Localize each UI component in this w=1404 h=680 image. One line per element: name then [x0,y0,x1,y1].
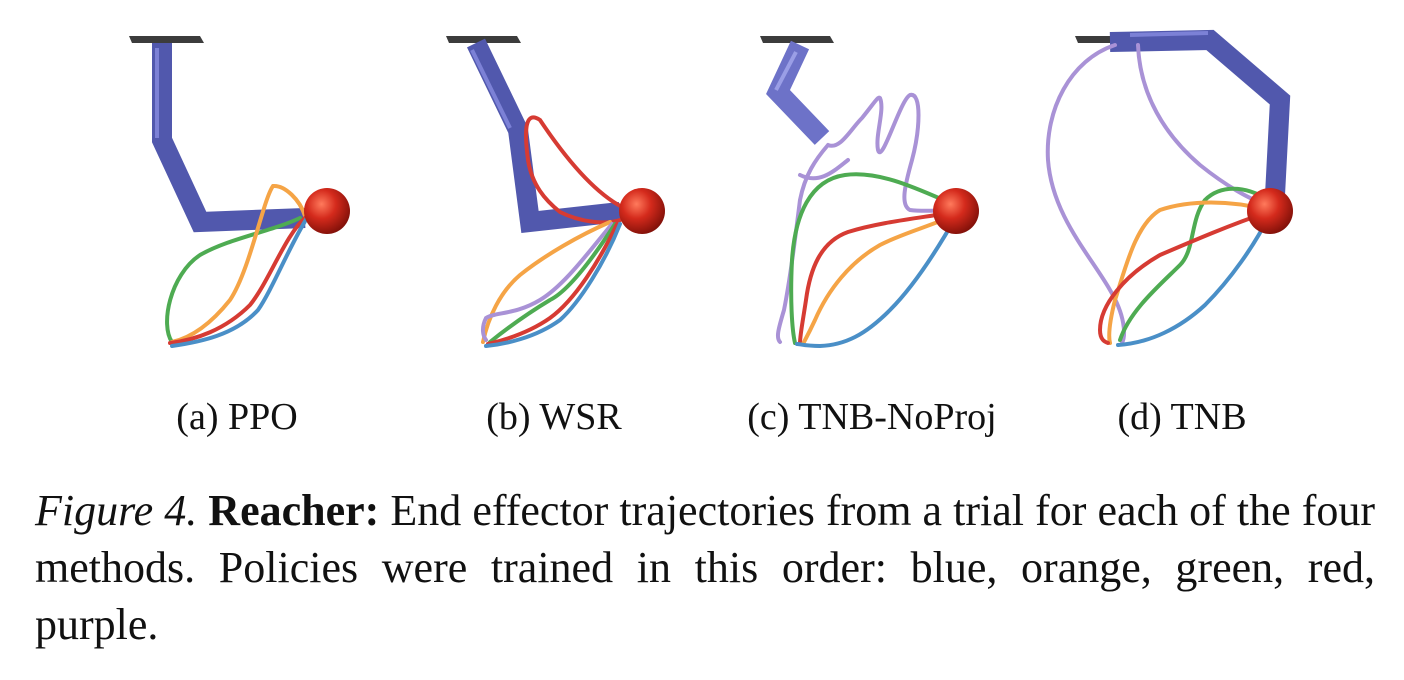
trajectory-red [798,210,957,345]
trajectory-purple [481,222,614,342]
base-plate [760,36,834,43]
figure-caption: Figure 4. Reacher: End effector trajecto… [35,482,1375,653]
trajectory-red-loop [524,115,624,225]
trajectory-blue [170,216,309,348]
robot-arm [766,40,830,145]
subcaption-d: (d) TNB [1117,396,1247,438]
panel-a-ppo [129,36,350,348]
caption-keyword: Reacher: [208,486,380,535]
trajectories [165,184,309,348]
trajectory-green [488,222,617,344]
robot-arm [1109,29,1291,196]
trajectory-red [486,222,619,346]
arm-highlight [774,51,798,91]
trajectory-red [168,215,308,345]
arm-highlight [470,49,512,129]
trajectory-green [165,216,302,344]
trajectories [1045,43,1272,347]
trajectory-red [1097,210,1270,345]
target-ball [619,188,665,234]
subcaption-a: (a) PPO [176,396,298,438]
figure-number: Figure 4. [35,486,198,535]
arm-highlight [1129,31,1209,37]
trajectory-blue [795,213,959,349]
base-plate [129,36,204,43]
panel-b-wsr [446,36,665,348]
panel-d-tnb [1045,29,1293,347]
target-ball [304,188,350,234]
trajectory-green [789,172,957,345]
trajectories [481,115,624,348]
subcaption-c: (c) TNB-NoProj [747,396,997,438]
robot-arm [152,43,306,233]
trajectory-green [1118,186,1270,342]
subcaption-b: (b) WSR [486,396,622,438]
reacher-trajectories-figure [129,29,1293,349]
panel-c-tnb-noproj [760,36,979,349]
target-ball [1247,188,1293,234]
trajectory-purple-inner [1136,43,1270,207]
trajectory-orange [170,184,307,344]
target-ball [933,188,979,234]
trajectory-orange [801,212,958,346]
caption-text: End effector trajectories from a trial f… [35,486,1376,649]
trajectories [775,92,959,349]
trajectory-orange [1107,200,1270,345]
trajectory-blue [484,222,622,348]
figure-panels [129,29,1293,349]
trajectory-blue [1116,212,1272,347]
trajectory-purple-outer [1045,43,1126,345]
